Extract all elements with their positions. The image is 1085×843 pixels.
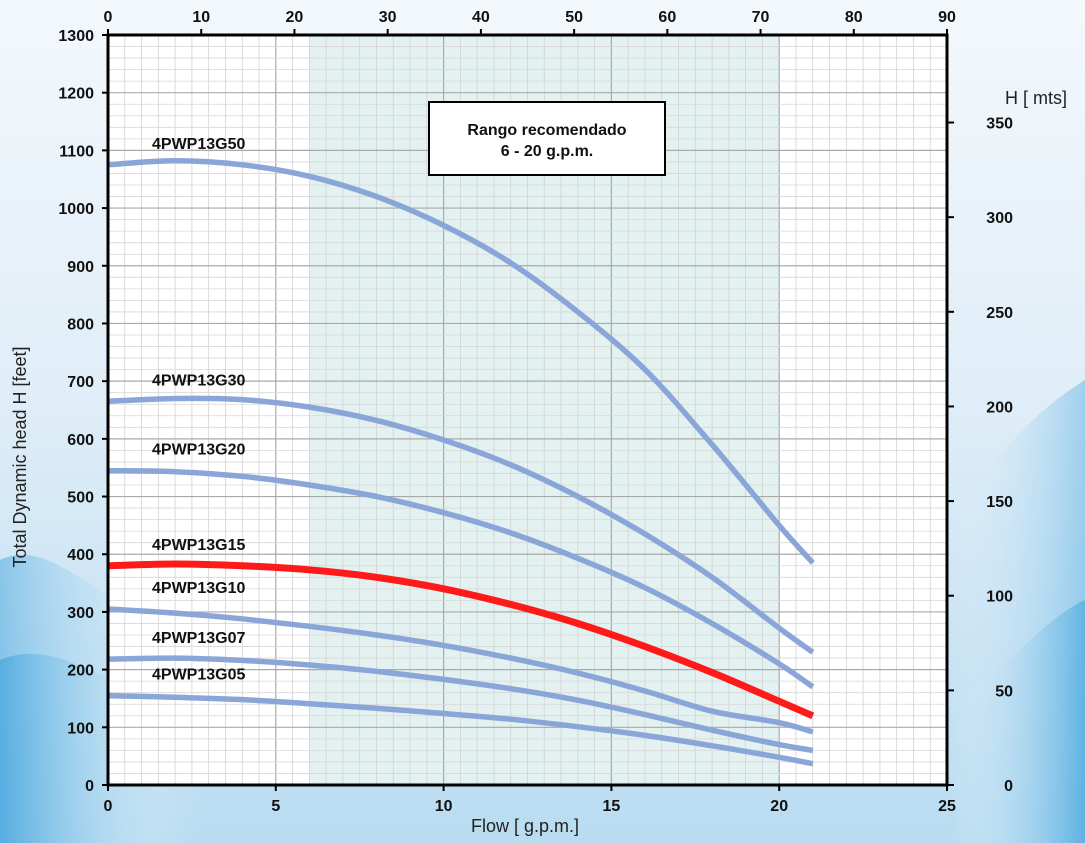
y2-tick-label: 100 xyxy=(986,589,1013,606)
y2-tick-label: 150 xyxy=(986,494,1013,511)
y2-tick-label: 350 xyxy=(986,116,1013,133)
x2-tick-label: 40 xyxy=(472,9,490,26)
curve-4pwp13g10 xyxy=(107,606,814,735)
x-tick-label: 15 xyxy=(603,798,621,815)
x2-tick-label: 50 xyxy=(565,9,583,26)
x-axis-title: Flow [ g.p.m.] xyxy=(471,816,579,836)
y-tick-label: 200 xyxy=(67,663,94,680)
x-tick-label: 25 xyxy=(938,798,956,815)
y-tick-label: 1200 xyxy=(58,86,94,103)
curve-4pwp13g15 xyxy=(107,560,815,720)
series-labels: 4PWP13G50 4PWP13G30 4PWP13G20 4PWP13G15 4PWP… xyxy=(152,136,245,684)
x-tick-label: 0 xyxy=(104,798,113,815)
curve-4pwp13g30 xyxy=(107,395,815,655)
curve-4pwp13g07 xyxy=(107,655,814,754)
axis-ticks: 0 5 10 15 20 250 10 20 30 40 50 60 70 80 9001002003004… xyxy=(58,9,1013,815)
note-line-2: 6 - 20 g.p.m. xyxy=(501,143,593,160)
y-tick-label: 700 xyxy=(67,374,94,391)
x-tick-label: 20 xyxy=(770,798,788,815)
series-label-4pwp13g20: 4PWP13G20 xyxy=(152,442,245,459)
x2-tick-label: 90 xyxy=(938,9,956,26)
x2-tick-label: 30 xyxy=(379,9,397,26)
series-label-4pwp13g05: 4PWP13G05 xyxy=(152,667,245,684)
curve-4pwp13g05 xyxy=(107,692,814,767)
x2-tick-label: 80 xyxy=(845,9,863,26)
pump-curves xyxy=(107,158,815,767)
x-tick-label: 10 xyxy=(435,798,453,815)
x2-tick-label: 70 xyxy=(752,9,770,26)
y2-tick-label: 50 xyxy=(995,683,1013,700)
x2-tick-label: 60 xyxy=(658,9,676,26)
y-tick-label: 400 xyxy=(67,547,94,564)
series-label-4pwp13g30: 4PWP13G30 xyxy=(152,372,245,389)
y-tick-label: 600 xyxy=(67,432,94,449)
plot-frame xyxy=(106,33,949,787)
series-label-4pwp13g15: 4PWP13G15 xyxy=(152,537,245,554)
y-tick-label: 0 xyxy=(85,778,94,795)
grid-lines xyxy=(107,34,948,786)
recommended-range-note: Rango recomendado 6 - 20 g.p.m. xyxy=(428,101,666,176)
series-label-4pwp13g07: 4PWP13G07 xyxy=(152,630,245,647)
y-tick-label: 300 xyxy=(67,605,94,622)
x-tick-label: 5 xyxy=(271,798,280,815)
y2-tick-label: 300 xyxy=(986,210,1013,227)
series-label-4pwp13g10: 4PWP13G10 xyxy=(152,580,245,597)
y-axis-title: Total Dynamic head H [feet] xyxy=(10,346,30,567)
y-tick-label: 900 xyxy=(67,259,94,276)
y-tick-label: 500 xyxy=(67,490,94,507)
x2-tick-label: 20 xyxy=(286,9,304,26)
curve-4pwp13g50 xyxy=(107,158,815,565)
y2-axis-title: H [ mts] xyxy=(1005,88,1067,108)
curve-4pwp13g20 xyxy=(107,467,815,690)
y-tick-label: 1300 xyxy=(58,28,94,45)
y-tick-label: 800 xyxy=(67,316,94,333)
y-tick-label: 100 xyxy=(67,720,94,737)
note-line-1: Rango recomendado xyxy=(467,122,626,139)
x2-tick-label: 0 xyxy=(104,9,113,26)
y2-tick-label: 0 xyxy=(1004,778,1013,795)
plot-border xyxy=(106,33,949,787)
y2-tick-label: 200 xyxy=(986,399,1013,416)
note-box xyxy=(428,101,666,176)
y-tick-label: 1100 xyxy=(59,143,94,160)
y-tick-label: 1000 xyxy=(58,201,94,218)
series-label-4pwp13g50: 4PWP13G50 xyxy=(152,136,245,153)
x2-tick-label: 10 xyxy=(192,9,210,26)
y2-tick-label: 250 xyxy=(986,305,1013,322)
